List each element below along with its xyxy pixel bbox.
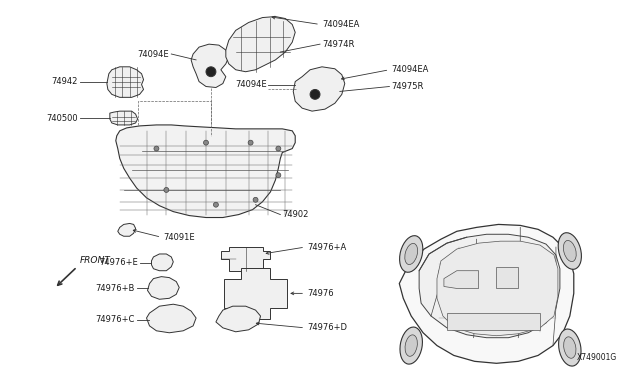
Ellipse shape [405, 243, 418, 264]
Text: 74976+D: 74976+D [307, 323, 347, 332]
Text: 74976+C: 74976+C [95, 315, 134, 324]
Polygon shape [152, 254, 173, 271]
Polygon shape [293, 67, 345, 111]
Ellipse shape [564, 337, 576, 358]
Polygon shape [419, 234, 560, 338]
Polygon shape [116, 125, 295, 218]
Polygon shape [191, 44, 228, 87]
Text: X749001G: X749001G [577, 353, 618, 362]
Polygon shape [226, 17, 295, 72]
Ellipse shape [400, 327, 422, 364]
Polygon shape [497, 267, 518, 288]
Text: 74976+E: 74976+E [99, 258, 138, 267]
Polygon shape [147, 277, 179, 299]
Polygon shape [224, 268, 287, 319]
Polygon shape [118, 224, 136, 236]
Circle shape [276, 146, 281, 151]
Ellipse shape [559, 329, 581, 366]
Text: 74976: 74976 [307, 289, 333, 298]
Text: 74091E: 74091E [163, 233, 195, 242]
Ellipse shape [405, 335, 417, 356]
Text: 74975R: 74975R [392, 82, 424, 91]
Ellipse shape [399, 236, 423, 272]
Ellipse shape [563, 240, 576, 262]
Polygon shape [437, 241, 558, 336]
Polygon shape [147, 304, 196, 333]
Text: 740500: 740500 [47, 113, 78, 122]
Text: 74974R: 74974R [322, 40, 355, 49]
Polygon shape [444, 271, 479, 288]
Polygon shape [110, 111, 138, 125]
Text: 74094EA: 74094EA [392, 65, 429, 74]
Circle shape [248, 140, 253, 145]
Ellipse shape [558, 233, 581, 269]
Circle shape [276, 173, 281, 177]
Circle shape [154, 146, 159, 151]
Text: 74094E: 74094E [138, 49, 170, 58]
Polygon shape [107, 67, 143, 97]
Polygon shape [216, 306, 260, 332]
Text: 74942: 74942 [52, 77, 78, 86]
Circle shape [213, 202, 218, 207]
Text: 74902: 74902 [282, 210, 308, 219]
Polygon shape [399, 224, 574, 363]
Text: 74976+B: 74976+B [95, 284, 134, 293]
Text: 74094E: 74094E [235, 80, 266, 89]
Text: 74976+A: 74976+A [307, 243, 346, 251]
Polygon shape [221, 247, 271, 271]
Text: 74094EA: 74094EA [322, 20, 359, 29]
Circle shape [310, 89, 320, 99]
Circle shape [253, 197, 258, 202]
Polygon shape [447, 313, 540, 330]
Circle shape [204, 140, 209, 145]
Text: FRONT: FRONT [80, 256, 111, 265]
Circle shape [206, 67, 216, 77]
Circle shape [164, 187, 169, 192]
